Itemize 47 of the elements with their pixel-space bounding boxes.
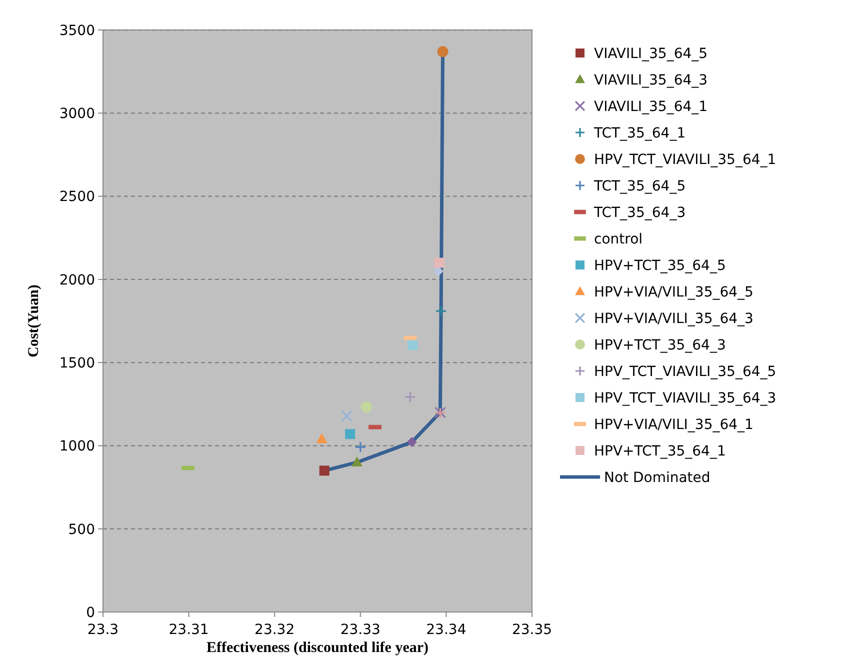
legend-label: HPV_TCT_VIAVILI_35_64_1 — [594, 152, 776, 168]
legend-label: Not Dominated — [604, 470, 710, 486]
legend-label: HPV+TCT_35_64_3 — [594, 337, 726, 354]
x-tick-label: 23.32 — [254, 622, 295, 638]
y-tick-label: 3000 — [59, 106, 95, 122]
point — [351, 456, 362, 466]
point — [434, 258, 444, 268]
legend-label: control — [594, 231, 643, 248]
legend-label: TCT_35_64_1 — [593, 125, 686, 142]
legend-label: VIAVILI_35_64_1 — [594, 98, 708, 115]
legend-label: TCT_35_64_3 — [593, 204, 686, 221]
y-axis-title: Cost(Yuan) — [26, 284, 42, 358]
x-tick-label: 23.35 — [512, 622, 552, 638]
legend-label: HPV_TCT_VIAVILI_35_64_3 — [594, 390, 776, 406]
y-tick-label: 0 — [86, 604, 95, 621]
legend-label: HPV+VIA/VILI_35_64_5 — [594, 284, 754, 300]
legend-label: HPV_TCT_VIAVILI_35_64_5 — [594, 364, 776, 380]
legend-label: TCT_35_64_5 — [593, 178, 686, 194]
legend-label: VIAVILI_35_64_3 — [594, 72, 708, 88]
point — [319, 466, 330, 476]
y-tick-label: 1000 — [59, 438, 95, 455]
y-tick-label: 1500 — [59, 355, 95, 372]
x-tick-label: 23.34 — [426, 622, 466, 638]
point — [354, 441, 366, 453]
legend-label: VIAVILI_35_64_5 — [594, 46, 708, 62]
point — [404, 391, 416, 403]
legend-label: HPV+TCT_35_64_1 — [594, 443, 726, 460]
point — [360, 401, 372, 412]
x-axis-title: Effectiveness (discounted life year) — [206, 640, 429, 656]
legend-label: HPV+VIA/VILI_35_64_1 — [594, 416, 754, 433]
point — [437, 46, 448, 58]
y-tick-label: 500 — [68, 522, 95, 538]
legend-label: HPV+VIA/VILI_35_64_3 — [594, 310, 754, 327]
point — [345, 429, 356, 440]
x-tick-label: 23.3 — [87, 622, 119, 638]
x-tick-label: 23.33 — [340, 622, 380, 638]
point — [408, 340, 418, 350]
point — [316, 433, 328, 444]
point — [340, 410, 352, 422]
point — [406, 437, 417, 448]
y-tick-label: 2000 — [59, 272, 95, 288]
x-tick-label: 23.31 — [168, 622, 209, 638]
y-tick-label: 3500 — [59, 22, 95, 39]
y-tick-label: 2500 — [59, 189, 95, 206]
legend-label: HPV+TCT_35_64_5 — [594, 258, 726, 274]
point — [433, 266, 444, 276]
point — [435, 305, 447, 317]
